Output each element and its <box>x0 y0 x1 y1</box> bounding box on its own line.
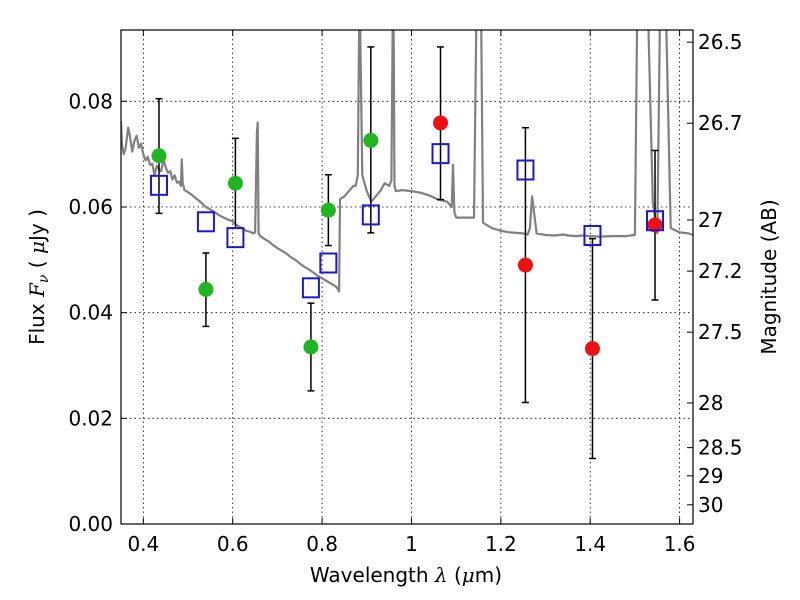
y-tick-label: 0.06 <box>68 195 113 219</box>
axis-ticks: 0.4 0.6 0.8 1 1.2 1.4 1.6 0.00 0.02 0.04 0.06 0.08 2… <box>68 30 743 556</box>
x-axis-label-mu: μ <box>462 563 475 587</box>
model-photometry-point <box>516 159 535 181</box>
y-axis-label-mu: μ <box>25 241 49 254</box>
observed-green-point <box>151 148 167 164</box>
observed-red-point <box>647 217 663 233</box>
y-axis-label-prefix: Flux <box>25 297 49 345</box>
x-axis-label-open: ( <box>448 563 462 587</box>
y2-tick-label: 27.2 <box>698 259 743 283</box>
model-photometry-point <box>319 252 338 274</box>
model-photometry-point <box>431 143 450 165</box>
model-photometry-point <box>361 204 380 226</box>
x-tick-label: 0.4 <box>127 532 159 556</box>
y-axis-label: Flux Fν ( μJy ) <box>25 209 52 345</box>
y-axis-label-unit-open: ( <box>25 254 49 275</box>
y2-axis-label: Magnitude (AB) <box>757 199 781 354</box>
plot-frame <box>120 29 694 525</box>
x-tick-label: 1.6 <box>664 532 696 556</box>
x-axis-label-symbol: λ <box>434 563 448 587</box>
y2-tick-label: 28 <box>698 391 723 415</box>
x-axis-label-prefix: Wavelength <box>310 563 435 587</box>
y2-tick-label: 27 <box>698 208 723 232</box>
y2-tick-label: 28.5 <box>698 436 743 460</box>
observed-green-point <box>363 132 379 148</box>
y-axis-label-unit-close: Jy ) <box>25 209 49 243</box>
y2-tick-label: 26.5 <box>698 30 743 54</box>
error-bars <box>155 46 659 460</box>
observed-red-point <box>517 257 533 273</box>
y-tick-label: 0.04 <box>68 301 113 325</box>
observed-red-point <box>584 341 600 357</box>
y2-tick-label: 29 <box>698 464 723 488</box>
data-markers <box>149 115 665 357</box>
model-photometry-point <box>583 225 602 247</box>
y2-tick-label: 27.5 <box>698 320 743 344</box>
observed-green-point <box>227 175 243 191</box>
y-axis-label-subscript: ν <box>36 274 52 283</box>
model-photometry-point <box>301 277 320 299</box>
observed-green-point <box>198 281 214 297</box>
model-spectrum-line <box>121 30 693 293</box>
x-tick-label: 0.8 <box>306 532 338 556</box>
y2-tick-label: 26.7 <box>698 111 743 135</box>
model-photometry-point <box>646 210 665 232</box>
x-tick-label: 0.6 <box>217 532 249 556</box>
model-photometry-point <box>196 211 215 233</box>
y-axis-label-symbol: F <box>25 282 49 298</box>
observed-green-point <box>320 202 336 218</box>
x-tick-label: 1.2 <box>485 532 517 556</box>
y-tick-label: 0.08 <box>68 89 113 113</box>
observed-green-point <box>303 339 319 355</box>
model-spectrum-layer <box>121 30 693 293</box>
x-tick-label: 1.4 <box>574 532 606 556</box>
y-tick-label: 0.00 <box>68 512 113 536</box>
y2-tick-label: 30 <box>698 493 723 517</box>
x-axis-label: Wavelength λ (μm) <box>310 563 502 587</box>
y-tick-label: 0.02 <box>68 406 113 430</box>
model-photometry-point <box>149 174 168 196</box>
observed-red-point <box>433 115 449 131</box>
grid-lines <box>121 30 693 525</box>
x-axis-label-unit: m) <box>475 563 502 587</box>
model-photometry-point <box>226 227 245 249</box>
x-tick-label: 1 <box>405 532 418 556</box>
